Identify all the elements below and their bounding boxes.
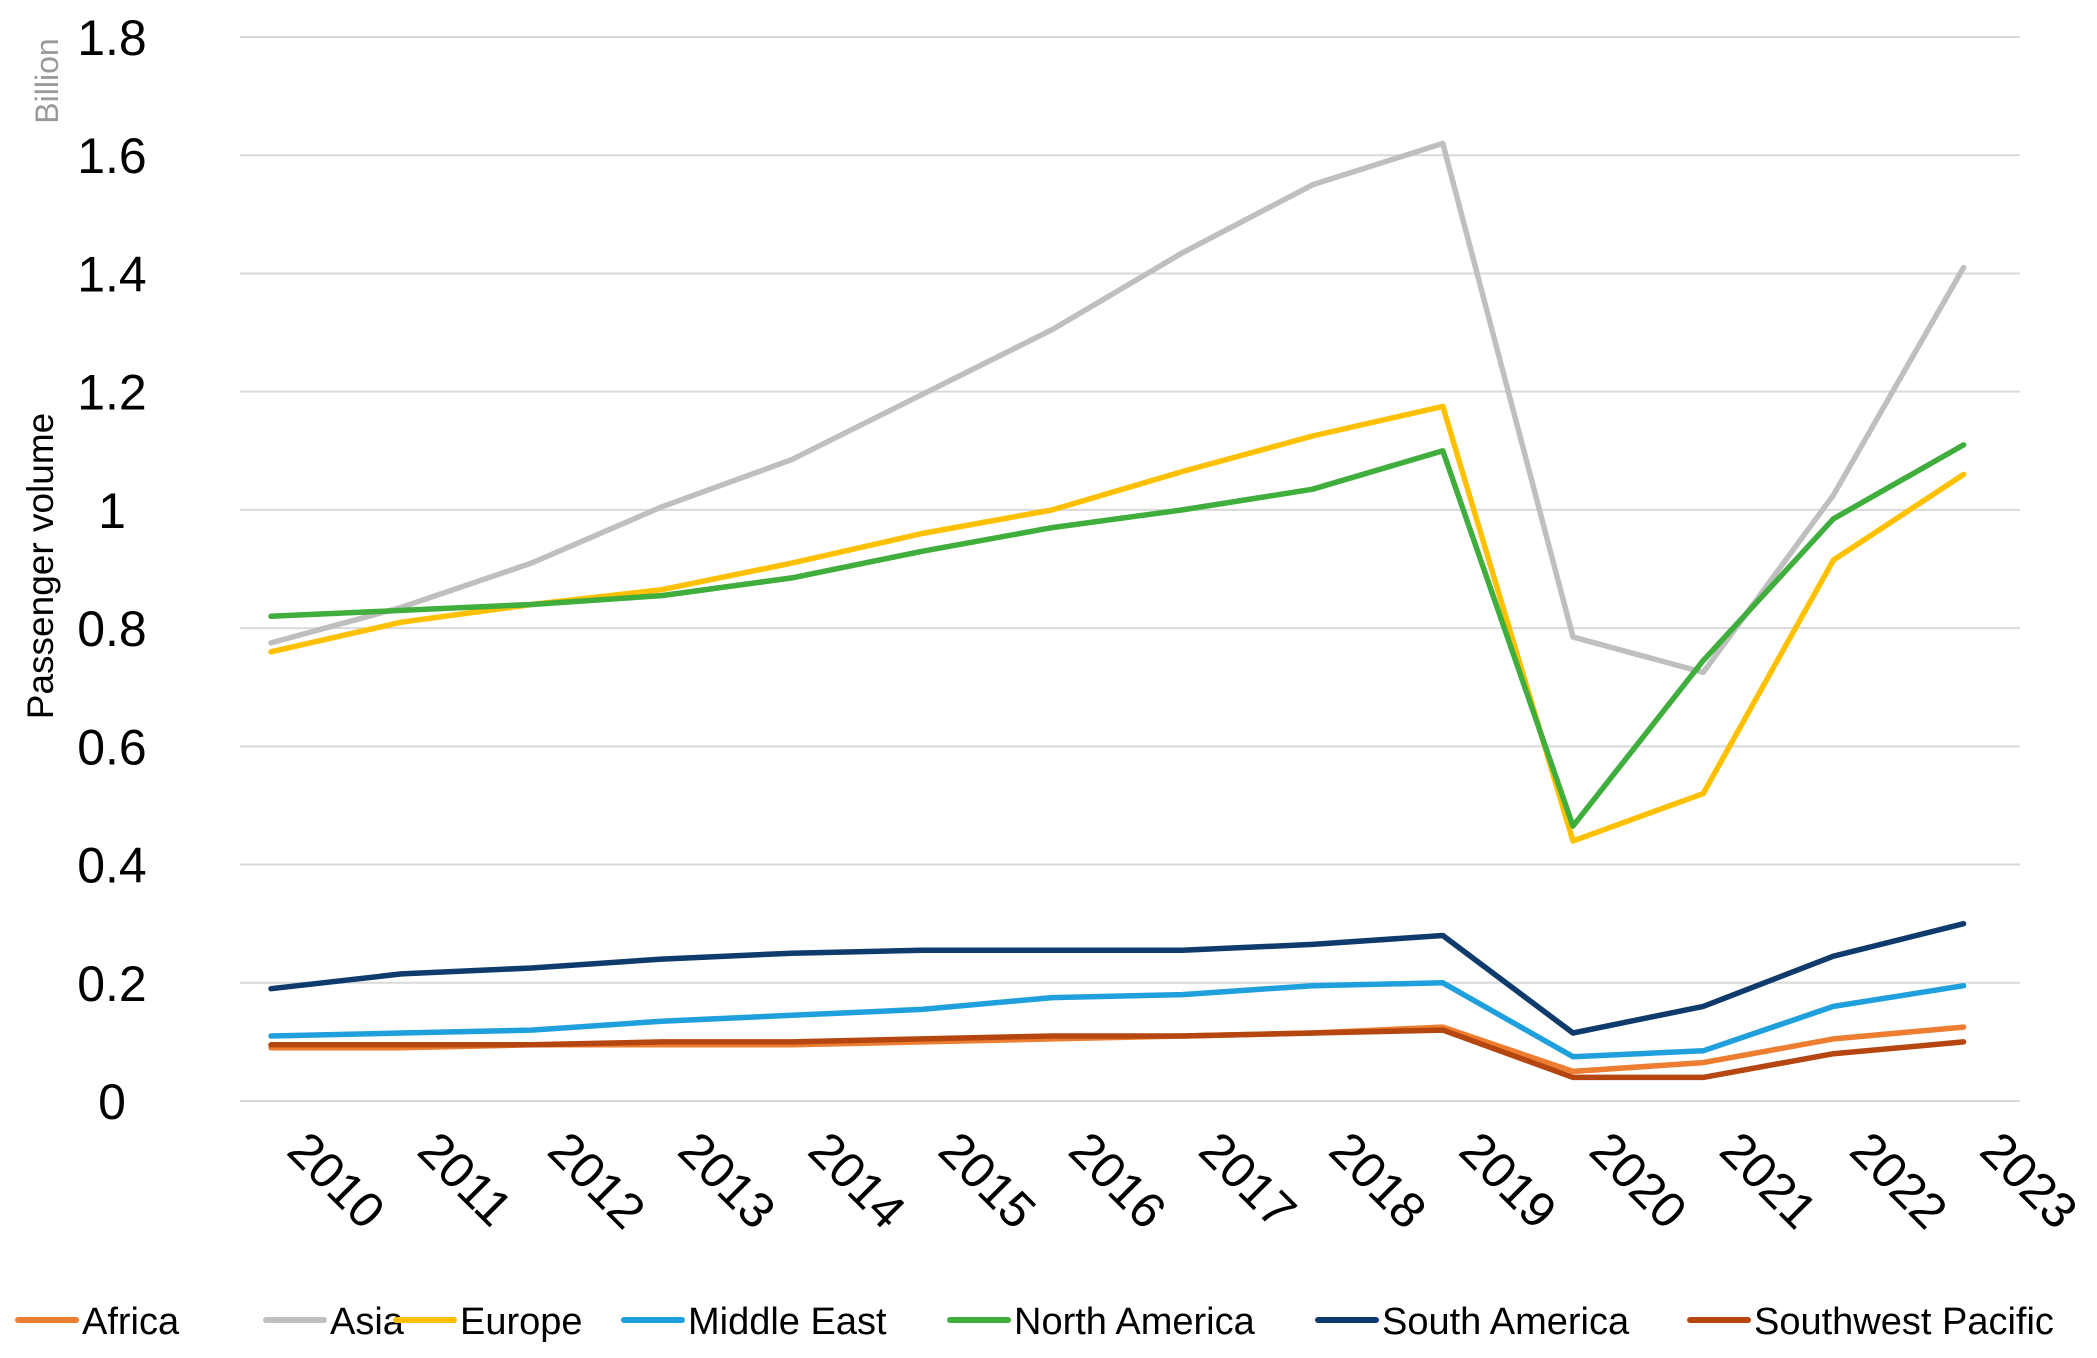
series-line-middle-east	[268, 980, 1967, 1060]
x-tick-label: 2012	[538, 1121, 656, 1239]
y-tick-label: 1	[98, 483, 126, 539]
series-lines	[268, 140, 1967, 1081]
x-tick-label: 2022	[1840, 1121, 1958, 1239]
x-tick-label: 2018	[1319, 1121, 1437, 1239]
legend-label: Asia	[330, 1301, 405, 1343]
y-tick-label: 1.4	[77, 246, 147, 302]
series-line-southwest-pacific	[268, 1027, 1967, 1081]
x-tick-label: 2017	[1189, 1121, 1307, 1239]
y-tick-label: 1.2	[77, 365, 147, 421]
y-axis-title: Passenger volume	[20, 413, 61, 719]
x-tick-label: 2020	[1579, 1121, 1697, 1239]
series-line-south-america	[268, 920, 1967, 1036]
series-line-north-america	[268, 442, 1967, 829]
y-tick-label: 0.2	[77, 956, 147, 1012]
y-axis: 0 0.2 0.4 0.6 0.8 1 1.2 1.4 1.6 1.8	[77, 10, 147, 1130]
legend-label: North America	[1014, 1301, 1256, 1343]
x-tick-label: 2015	[928, 1121, 1046, 1239]
x-tick-label: 2019	[1449, 1121, 1567, 1239]
x-tick-label: 2010	[277, 1121, 395, 1239]
x-tick-label: 2021	[1709, 1121, 1827, 1239]
gridlines	[240, 36, 2020, 1102]
x-tick-label: 2014	[798, 1121, 916, 1239]
legend: Africa Asia Europe Middle East North America…	[15, 1301, 2054, 1343]
legend-label: Europe	[460, 1301, 583, 1343]
y-tick-label: 0.4	[77, 838, 147, 894]
y-tick-label: 1.6	[77, 128, 147, 184]
x-tick-label: 2011	[407, 1121, 523, 1237]
legend-label: Southwest Pacific	[1754, 1301, 2054, 1343]
x-tick-label: 2016	[1058, 1121, 1176, 1239]
series-line-europe	[268, 403, 1967, 844]
y-axis-unit-label: Billion	[29, 38, 65, 123]
legend-label: Africa	[82, 1301, 180, 1343]
series-line-asia	[268, 140, 1967, 676]
y-tick-label: 0	[98, 1074, 126, 1130]
x-tick-label: 2023	[1970, 1121, 2088, 1239]
legend-label: Middle East	[688, 1301, 887, 1343]
y-tick-label: 0.6	[77, 719, 147, 775]
x-tick-label: 2013	[668, 1121, 786, 1239]
x-axis: 2010 2011 2012 2013 2014 2015 2016 2017 2018 2019…	[277, 1121, 2088, 1239]
y-tick-label: 1.8	[77, 10, 147, 66]
y-tick-label: 0.8	[77, 601, 147, 657]
legend-label: South America	[1382, 1301, 1630, 1343]
